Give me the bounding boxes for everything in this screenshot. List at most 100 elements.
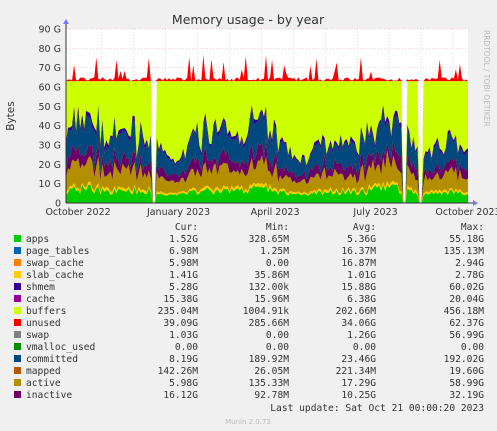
legend-swatch xyxy=(14,235,21,242)
legend-rows: apps 1.52G 328.65M 5.36G 55.18G page_tables 6.… xyxy=(14,234,484,401)
legend-avg: 16.37M xyxy=(341,246,376,257)
legend-swatch xyxy=(14,247,21,254)
y-axis-label: Bytes xyxy=(5,101,17,130)
legend-name: inactive xyxy=(26,390,72,401)
x-tick-labels: October 2022 January 2023 April 2023 July 2… xyxy=(45,207,497,218)
legend-swatch xyxy=(14,355,21,362)
legend-cur: 1.52G xyxy=(169,234,198,245)
legend-avg: 5.36G xyxy=(347,234,376,245)
legend-swatch xyxy=(14,367,21,374)
legend-max: 62.37G xyxy=(449,318,484,329)
y-axis-arrow xyxy=(63,19,69,24)
legend-min: 0.00 xyxy=(266,342,289,353)
munin-version-footer: Munin 2.0.73 xyxy=(225,418,271,426)
legend-max: 56.99G xyxy=(449,330,484,341)
y-tick-label: 60 G xyxy=(39,83,61,94)
legend-max: 456.18M xyxy=(444,306,485,317)
legend-swatch xyxy=(14,271,21,278)
legend-max: 2.94G xyxy=(455,258,484,269)
legend-min: 1.25M xyxy=(260,246,289,257)
legend-min: 0.00 xyxy=(266,258,289,269)
y-tick-label: 40 G xyxy=(39,121,61,132)
rrdtool-side-label: RRDTOOL / TOBI OETIKER xyxy=(482,30,491,127)
legend-swatch xyxy=(14,307,21,314)
legend-row-active: active 5.98G 135.33M 17.29G 58.99G xyxy=(14,378,484,389)
legend-min: 35.86M xyxy=(254,270,289,281)
y-tick-label: 0 xyxy=(55,199,61,210)
x-tick-label: October 2022 xyxy=(45,207,110,218)
col-cur-header: Cur: xyxy=(175,222,198,233)
last-update: Last update: Sat Oct 21 00:00:20 2023 xyxy=(270,403,484,414)
legend-row-buffers: buffers 235.04M 1004.91k 202.66M 456.18M xyxy=(14,306,484,317)
legend-min: 189.92M xyxy=(249,354,290,365)
legend-swatch xyxy=(14,391,21,398)
legend-name: vmalloc_used xyxy=(26,342,95,353)
axes xyxy=(63,19,478,206)
area-active xyxy=(66,150,468,203)
plot-area xyxy=(63,19,478,206)
legend-swatch xyxy=(14,319,21,326)
legend-swatch xyxy=(14,331,21,338)
legend-min: 92.78M xyxy=(254,390,289,401)
legend-name: cache xyxy=(26,294,55,305)
chart-title: Memory usage - by year xyxy=(172,12,325,27)
legend-row-shmem: shmem 5.28G 132.00k 15.88G 60.02G xyxy=(14,282,484,293)
legend-max: 20.04G xyxy=(449,294,484,305)
legend-cur: 1.41G xyxy=(169,270,198,281)
legend-avg: 221.34M xyxy=(336,366,377,377)
legend-row-committed: committed 8.19G 189.92M 23.46G 192.02G xyxy=(14,354,484,365)
series-areas xyxy=(66,54,468,203)
legend-swatch xyxy=(14,343,21,350)
legend-row-swap: swap 1.03G 0.00 1.26G 56.99G xyxy=(14,330,484,341)
legend-name: mapped xyxy=(26,366,61,377)
legend-name: page_tables xyxy=(26,246,90,257)
legend-avg: 34.06G xyxy=(341,318,376,329)
legend-row-apps: apps 1.52G 328.65M 5.36G 55.18G xyxy=(14,234,484,245)
legend-name: unused xyxy=(26,318,61,329)
legend-min: 285.66M xyxy=(249,318,290,329)
legend-row-unused: unused 39.09G 285.66M 34.06G 62.37G xyxy=(14,318,484,329)
col-min-header: Min: xyxy=(266,222,289,233)
legend-min: 328.65M xyxy=(249,234,290,245)
legend-cur: 15.38G xyxy=(163,294,198,305)
legend-max: 60.02G xyxy=(449,282,484,293)
legend-min: 0.00 xyxy=(266,330,289,341)
legend-name: slab_cache xyxy=(26,270,84,281)
legend-cur: 6.98M xyxy=(169,246,198,257)
legend-cur: 5.98M xyxy=(169,258,198,269)
legend-avg: 16.87M xyxy=(341,258,376,269)
legend-swatch xyxy=(14,259,21,266)
y-tick-label: 70 G xyxy=(39,63,61,74)
legend-row-cache: cache 15.38G 15.96M 6.38G 20.04G xyxy=(14,294,484,305)
legend-table: Cur: Min: Avg: Max: apps 1.52G 328.65M 5.36… xyxy=(14,222,484,401)
legend-cur: 5.98G xyxy=(169,378,198,389)
x-tick-label: July 2023 xyxy=(352,207,397,218)
legend-cur: 8.19G xyxy=(169,354,198,365)
legend-cur: 1.03G xyxy=(169,330,198,341)
legend-min: 1004.91k xyxy=(243,306,289,317)
legend-row-page-tables: page_tables 6.98M 1.25M 16.37M 135.13M xyxy=(14,246,484,257)
legend-cur: 142.26M xyxy=(158,366,199,377)
legend-max: 135.13M xyxy=(444,246,485,257)
legend-name: apps xyxy=(26,234,49,245)
legend-avg: 1.01G xyxy=(347,270,376,281)
legend-min: 26.05M xyxy=(254,366,289,377)
legend-avg: 202.66M xyxy=(336,306,377,317)
area-inactive xyxy=(66,138,468,203)
y-tick-label: 10 G xyxy=(39,179,61,190)
legend-max: 19.60G xyxy=(449,366,484,377)
legend-name: shmem xyxy=(26,282,55,293)
legend-swatch xyxy=(14,379,21,386)
area-shmem xyxy=(66,105,468,203)
legend-min: 132.00k xyxy=(249,282,290,293)
y-tick-label: 90 G xyxy=(39,25,61,36)
legend-swatch xyxy=(14,295,21,302)
legend-avg: 6.38G xyxy=(347,294,376,305)
area-slab-cache xyxy=(66,180,468,203)
area-unused xyxy=(66,54,468,82)
area-committed xyxy=(66,108,468,203)
legend-cur: 39.09G xyxy=(163,318,198,329)
y-tick-labels: 0 10 G 20 G 30 G 40 G 50 G 60 G 70 G 80 G 90 G xyxy=(39,25,61,210)
legend-cur: 0.00 xyxy=(175,342,198,353)
legend-name: swap_cache xyxy=(26,258,84,269)
